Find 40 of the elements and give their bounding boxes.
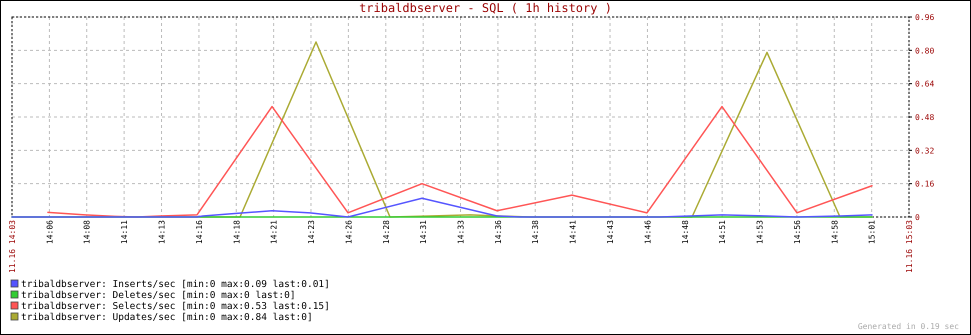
chart-title: tribaldbserver - SQL ( 1h history ) [359,1,612,15]
legend-label: tribaldbserver: Updates/sec [min:0 max:0.84 last:0] [21,312,313,323]
line-series [11,198,873,218]
legend-label: tribaldbserver: Inserts/sec [min:0 max:0.09 last:0.01] [21,279,330,290]
y-tick-label: 0.16 [915,180,934,189]
y-tick-label: 0.48 [915,113,934,122]
x-tick-label: 14:23 [306,220,316,244]
text: Generated in 0.19 sec [858,322,960,331]
y-tick-label: 0.64 [915,80,934,89]
y-tick-label: 0.32 [915,146,934,156]
line-series [47,106,873,218]
x-tick-label: 14:13 [158,220,167,244]
x-tick-label: 14:36 [494,220,503,244]
x-tick-label: 14:56 [792,220,802,244]
x-tick-label: 14:06 [45,220,54,244]
y-tick-label: 0 [915,213,920,222]
x-tick-label: 14:58 [830,220,840,244]
x-tick-label: 11.16 15:03 [905,220,914,273]
x-tick-label: 14:11 [120,220,130,244]
x-tick-label: 14:38 [531,220,540,244]
y-tick-label: 0.96 [915,13,934,22]
x-tick-label: 14:46 [643,220,652,244]
x-tick-label: 14:28 [382,220,391,244]
x-tick-label: 14:26 [344,220,354,244]
x-tick-label: 14:51 [718,220,728,244]
legend-label: tribaldbserver: Deletes/sec [min:0 max:0 last:0] [21,290,296,301]
x-tick-label: 14:08 [82,220,92,244]
x-tick-label: 14:53 [755,220,764,244]
x-tick-label: 14:41 [568,220,578,244]
legend-label: tribaldbserver: Selects/sec [min:0 max:0.53 last:0.15] [21,301,330,312]
x-tick-label: 14:43 [606,220,616,244]
x-tick-label: 14:16 [194,220,204,244]
x-tick-label: 15:01 [868,220,877,244]
x-tick-label: 14:33 [456,220,466,244]
x-tick-label: 11.16 14:03 [8,220,17,273]
x-tick-label: 14:21 [270,220,279,244]
y-tick-label: 0.80 [915,46,934,56]
x-tick-label: 14:31 [419,220,428,244]
x-tick-label: 14:18 [232,220,242,244]
x-tick-label: 14:48 [680,220,690,244]
